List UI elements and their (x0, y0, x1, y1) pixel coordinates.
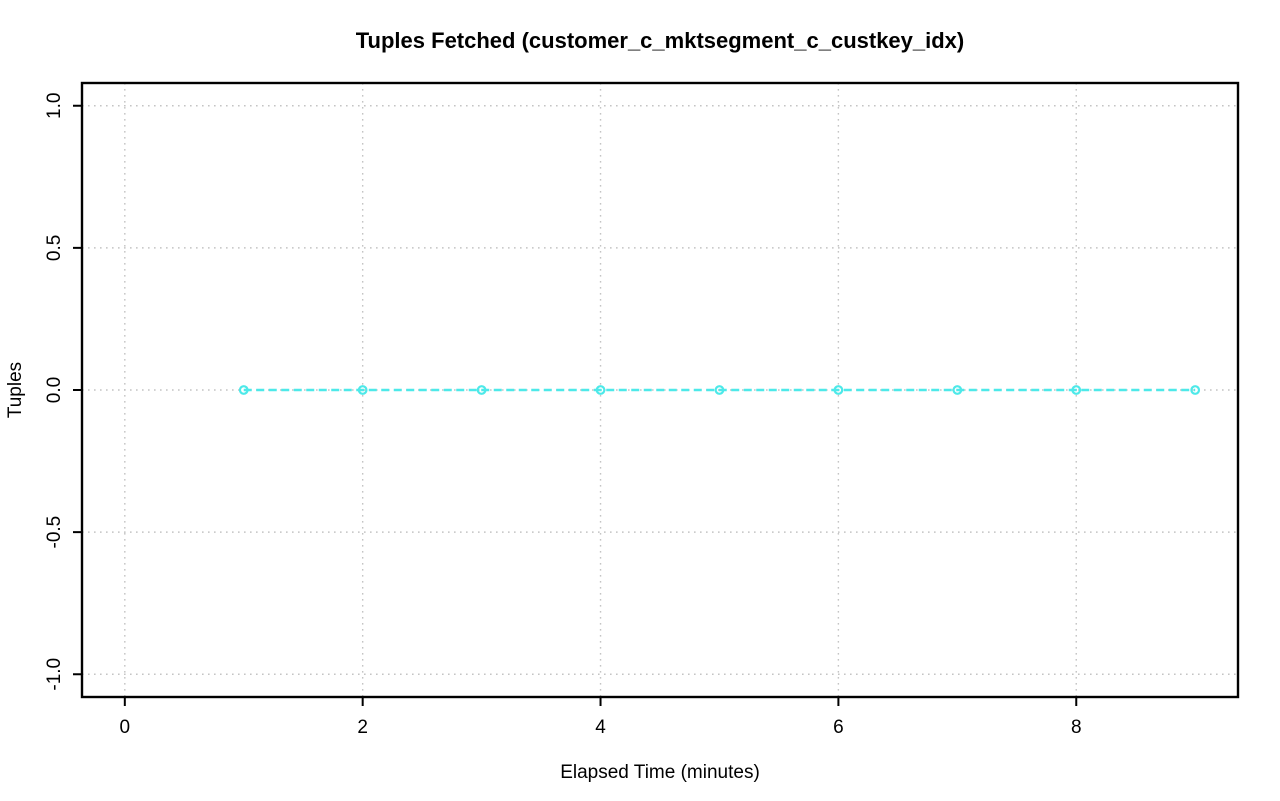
data-point-marker (714, 385, 725, 395)
chart-title: Tuples Fetched (customer_c_mktsegment_c_… (356, 28, 965, 53)
y-tick-label: -1.0 (44, 658, 65, 691)
x-axis-label: Elapsed Time (minutes) (560, 762, 760, 783)
y-axis-label: Tuples (5, 362, 26, 418)
x-tick-label: 8 (1071, 717, 1082, 738)
y-tick-label: 0.0 (44, 377, 65, 403)
data-point-marker (595, 385, 606, 395)
y-tick-label: 0.5 (44, 235, 65, 261)
data-point-marker (952, 385, 963, 395)
y-tick-label: 1.0 (44, 93, 65, 119)
data-point-marker (1190, 385, 1201, 395)
data-point-marker (238, 385, 249, 395)
data-point-marker (1071, 385, 1082, 395)
axis-layer: 0 2 4 6 8 -1.0 -0.5 0.0 0.5 1.0 (44, 81, 1240, 738)
x-tick-label: 4 (595, 717, 606, 738)
x-tick-label: 2 (357, 717, 368, 738)
x-tick-label: 6 (833, 717, 844, 738)
data-point-marker (357, 385, 368, 395)
y-tick-label: -0.5 (44, 516, 65, 549)
data-point-marker (476, 385, 487, 395)
x-tick-label: 0 (120, 717, 131, 738)
data-point-marker (833, 385, 844, 395)
series-layer (238, 385, 1201, 395)
